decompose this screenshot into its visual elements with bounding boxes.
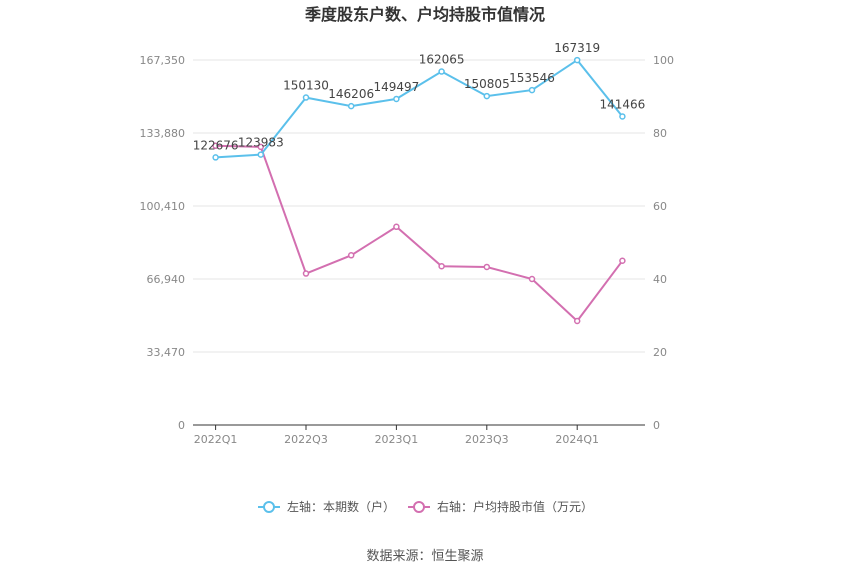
data-point[interactable] <box>438 262 445 270</box>
chart-title: 季度股东户数、户均持股市值情况 <box>304 5 545 24</box>
left-axis-tick-label: 167,350 <box>140 54 186 67</box>
data-point[interactable] <box>438 68 445 75</box>
data-label: 123983 <box>238 136 284 150</box>
right-axis-tick-label: 40 <box>653 273 667 286</box>
legend[interactable]: 左轴：本期数（户） 右轴：户均持股市值（万元） <box>258 499 593 514</box>
data-point[interactable] <box>347 252 355 259</box>
data-label: 150130 <box>283 79 329 93</box>
x-axis-tick-label: 2023Q1 <box>375 433 419 446</box>
axes: 0 33,470 66,940 100,410 133,880 167,350 0 20 40 6… <box>140 54 675 446</box>
x-axis-tick-label: 2022Q1 <box>194 433 238 446</box>
legend-marker <box>263 501 275 513</box>
data-point[interactable] <box>302 94 310 101</box>
series-layer <box>212 56 626 325</box>
data-label: 150805 <box>464 77 510 91</box>
data-point[interactable] <box>528 86 536 94</box>
right-axis-tick-label: 100 <box>653 54 674 67</box>
data-point[interactable] <box>347 102 355 110</box>
data-point[interactable] <box>528 275 536 283</box>
data-point[interactable] <box>257 151 265 158</box>
data-label: 153546 <box>509 71 555 85</box>
x-axis-tick-label: 2022Q3 <box>284 433 328 446</box>
legend-item-holders[interactable]: 左轴：本期数（户） <box>258 499 395 514</box>
data-label: 141466 <box>599 97 645 111</box>
data-point[interactable] <box>257 143 265 151</box>
legend-item-market-value[interactable]: 右轴：户均持股市值（万元） <box>408 499 593 514</box>
series-line-market-value <box>215 144 624 323</box>
data-label: 167319 <box>554 41 600 55</box>
data-point[interactable] <box>619 257 626 264</box>
data-point[interactable] <box>212 154 219 161</box>
data-point[interactable] <box>483 92 491 100</box>
legend-label: 右轴：户均持股市值（万元） <box>437 499 593 514</box>
grid-lines <box>193 59 645 353</box>
left-axis-tick-label: 0 <box>178 419 185 432</box>
legend-marker <box>413 501 425 513</box>
left-axis-tick-label: 100,410 <box>140 200 186 213</box>
left-axis-tick-label: 33,470 <box>147 346 186 359</box>
source-note: 数据来源：恒生聚源 <box>366 549 483 564</box>
right-axis-tick-label: 0 <box>653 419 660 432</box>
right-axis-tick-label: 80 <box>653 127 667 140</box>
data-label: 149497 <box>373 80 419 94</box>
legend-label: 左轴：本期数（户） <box>287 499 395 514</box>
left-axis-tick-label: 133,880 <box>140 127 186 140</box>
x-axis-tick-label: 2024Q1 <box>555 433 599 446</box>
data-point[interactable] <box>573 56 581 64</box>
data-point[interactable] <box>212 142 219 150</box>
data-point[interactable] <box>393 223 400 231</box>
data-point[interactable] <box>302 270 310 277</box>
data-label: 122676 <box>193 138 239 152</box>
left-axis-tick-label: 66,940 <box>147 273 186 286</box>
right-axis-tick-label: 20 <box>653 346 667 359</box>
series-line-holders <box>215 58 624 159</box>
data-point[interactable] <box>573 317 581 325</box>
data-label: 146206 <box>328 87 374 101</box>
x-axis-tick-label: 2023Q3 <box>465 433 509 446</box>
data-point[interactable] <box>619 113 626 120</box>
data-point[interactable] <box>393 95 400 103</box>
data-label: 162065 <box>419 53 465 67</box>
right-axis-tick-label: 60 <box>653 200 667 213</box>
data-point[interactable] <box>483 263 491 271</box>
